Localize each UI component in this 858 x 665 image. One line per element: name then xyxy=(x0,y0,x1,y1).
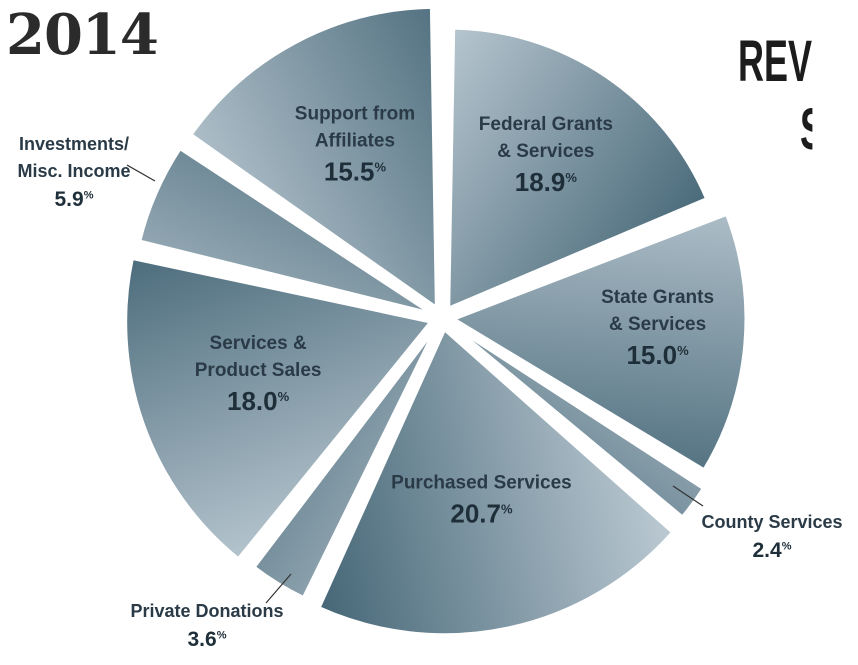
slice-label-line: Misc. Income xyxy=(17,161,130,181)
pie-slice xyxy=(252,327,438,600)
pie-slice xyxy=(124,256,434,561)
slice-value: 18.0% xyxy=(227,386,290,416)
slice-label-line: Support from xyxy=(295,104,415,125)
slice-label: Purchased Services xyxy=(391,473,572,494)
slice-label: Federal Grants & Services xyxy=(479,114,613,162)
slice-labels: Federal Grants & Services 18.9% State Grant… xyxy=(17,104,842,651)
slice-label-line: Affiliates xyxy=(315,131,395,152)
title-line-2: SU xyxy=(738,96,812,164)
slice-label: Investments/Misc. Income xyxy=(17,134,130,181)
slice-label-line: & Services xyxy=(609,314,706,335)
slice-value: 5.9% xyxy=(55,188,94,211)
slice-label-line: County Services xyxy=(701,512,842,532)
slice-value: 2.4% xyxy=(753,539,792,562)
slice-label-line: Services & xyxy=(210,333,307,354)
pie-slice xyxy=(447,26,709,311)
slice-label-line: Purchased Services xyxy=(391,473,572,494)
slice-label-line: Federal Grants xyxy=(479,114,613,135)
slice-label-line: State Grants xyxy=(601,287,714,308)
leader-line xyxy=(265,573,292,604)
pie-slice xyxy=(189,5,438,311)
slice-label: State Grants & Services xyxy=(601,287,714,335)
slice-value: 15.5% xyxy=(324,157,387,187)
leader-line xyxy=(126,164,156,182)
chart-title: REVE SU xyxy=(738,28,812,164)
pie-slice xyxy=(137,146,432,315)
slice-value: 15.0% xyxy=(626,340,689,370)
pie-slices xyxy=(124,5,748,637)
pie-slice xyxy=(317,327,675,637)
slice-label: Private Donations xyxy=(130,601,283,621)
pie-slice xyxy=(450,323,706,519)
slice-value: 3.6% xyxy=(188,628,227,651)
slice-label-line: & Services xyxy=(497,141,594,162)
slice-label: County Services xyxy=(701,512,842,532)
slice-label-line: Investments/ xyxy=(19,134,129,154)
leader-line xyxy=(672,485,704,507)
slice-value: 18.9% xyxy=(515,167,578,197)
slice-label: Services & Product Sales xyxy=(195,333,322,381)
leader-lines xyxy=(126,164,704,604)
slice-label-line: Product Sales xyxy=(195,360,322,381)
slice-label-line: Private Donations xyxy=(130,601,283,621)
pie-slice xyxy=(450,212,748,472)
chart-year: 2014 xyxy=(6,2,159,68)
slice-label: Support from Affiliates xyxy=(295,104,415,152)
title-line-1: REVE xyxy=(738,29,812,94)
slice-value: 20.7% xyxy=(450,499,513,529)
